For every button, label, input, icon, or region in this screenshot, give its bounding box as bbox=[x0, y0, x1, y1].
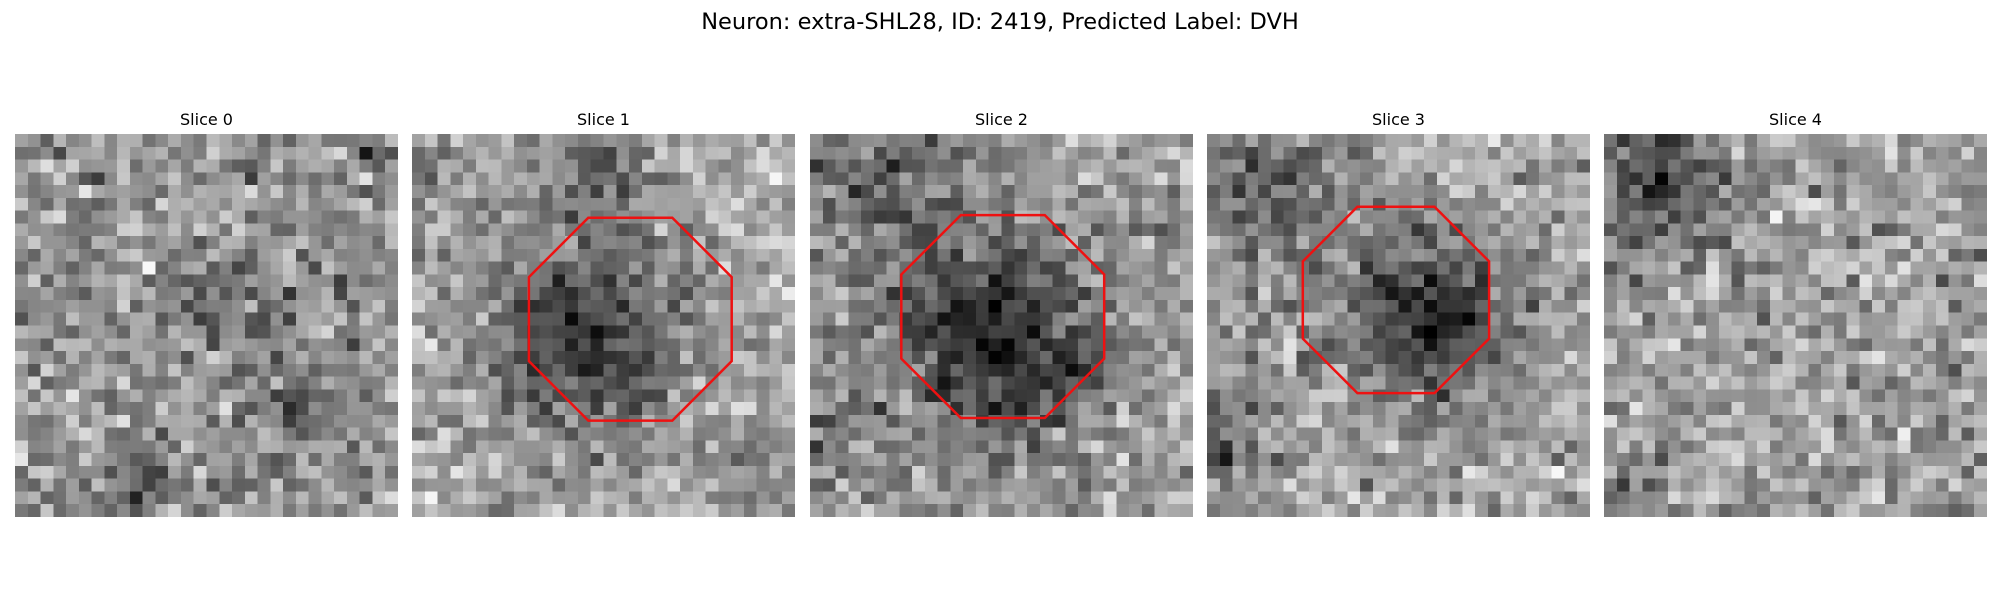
roi-layer bbox=[527, 216, 733, 422]
slice-title: Slice 1 bbox=[577, 110, 630, 129]
roi-layer bbox=[15, 134, 398, 517]
slice-panel-0: Slice 0 bbox=[15, 108, 398, 521]
slice-image bbox=[1207, 134, 1590, 517]
roi-layer bbox=[1301, 205, 1491, 395]
slice-panel-1: Slice 1 bbox=[412, 108, 795, 521]
figure-title: Neuron: extra-SHL28, ID: 2419, Predicted… bbox=[701, 9, 1299, 35]
roi-outline bbox=[1301, 205, 1491, 395]
slice-title: Slice 4 bbox=[1769, 110, 1822, 129]
slice-panel-3: Slice 3 bbox=[1207, 108, 1590, 521]
slice-title: Slice 3 bbox=[1372, 110, 1425, 129]
slice-image bbox=[810, 134, 1193, 517]
slice-image bbox=[1604, 134, 1987, 517]
roi-layer bbox=[1604, 134, 1987, 517]
slice-title: Slice 0 bbox=[180, 110, 233, 129]
slice-image bbox=[15, 134, 398, 517]
slice-title: Slice 2 bbox=[975, 110, 1028, 129]
roi-outline bbox=[900, 213, 1106, 420]
slice-panel-4: Slice 4 bbox=[1604, 108, 1987, 521]
roi-outline bbox=[527, 216, 733, 422]
slice-panel-2: Slice 2 bbox=[810, 108, 1193, 521]
roi-layer bbox=[900, 213, 1106, 420]
